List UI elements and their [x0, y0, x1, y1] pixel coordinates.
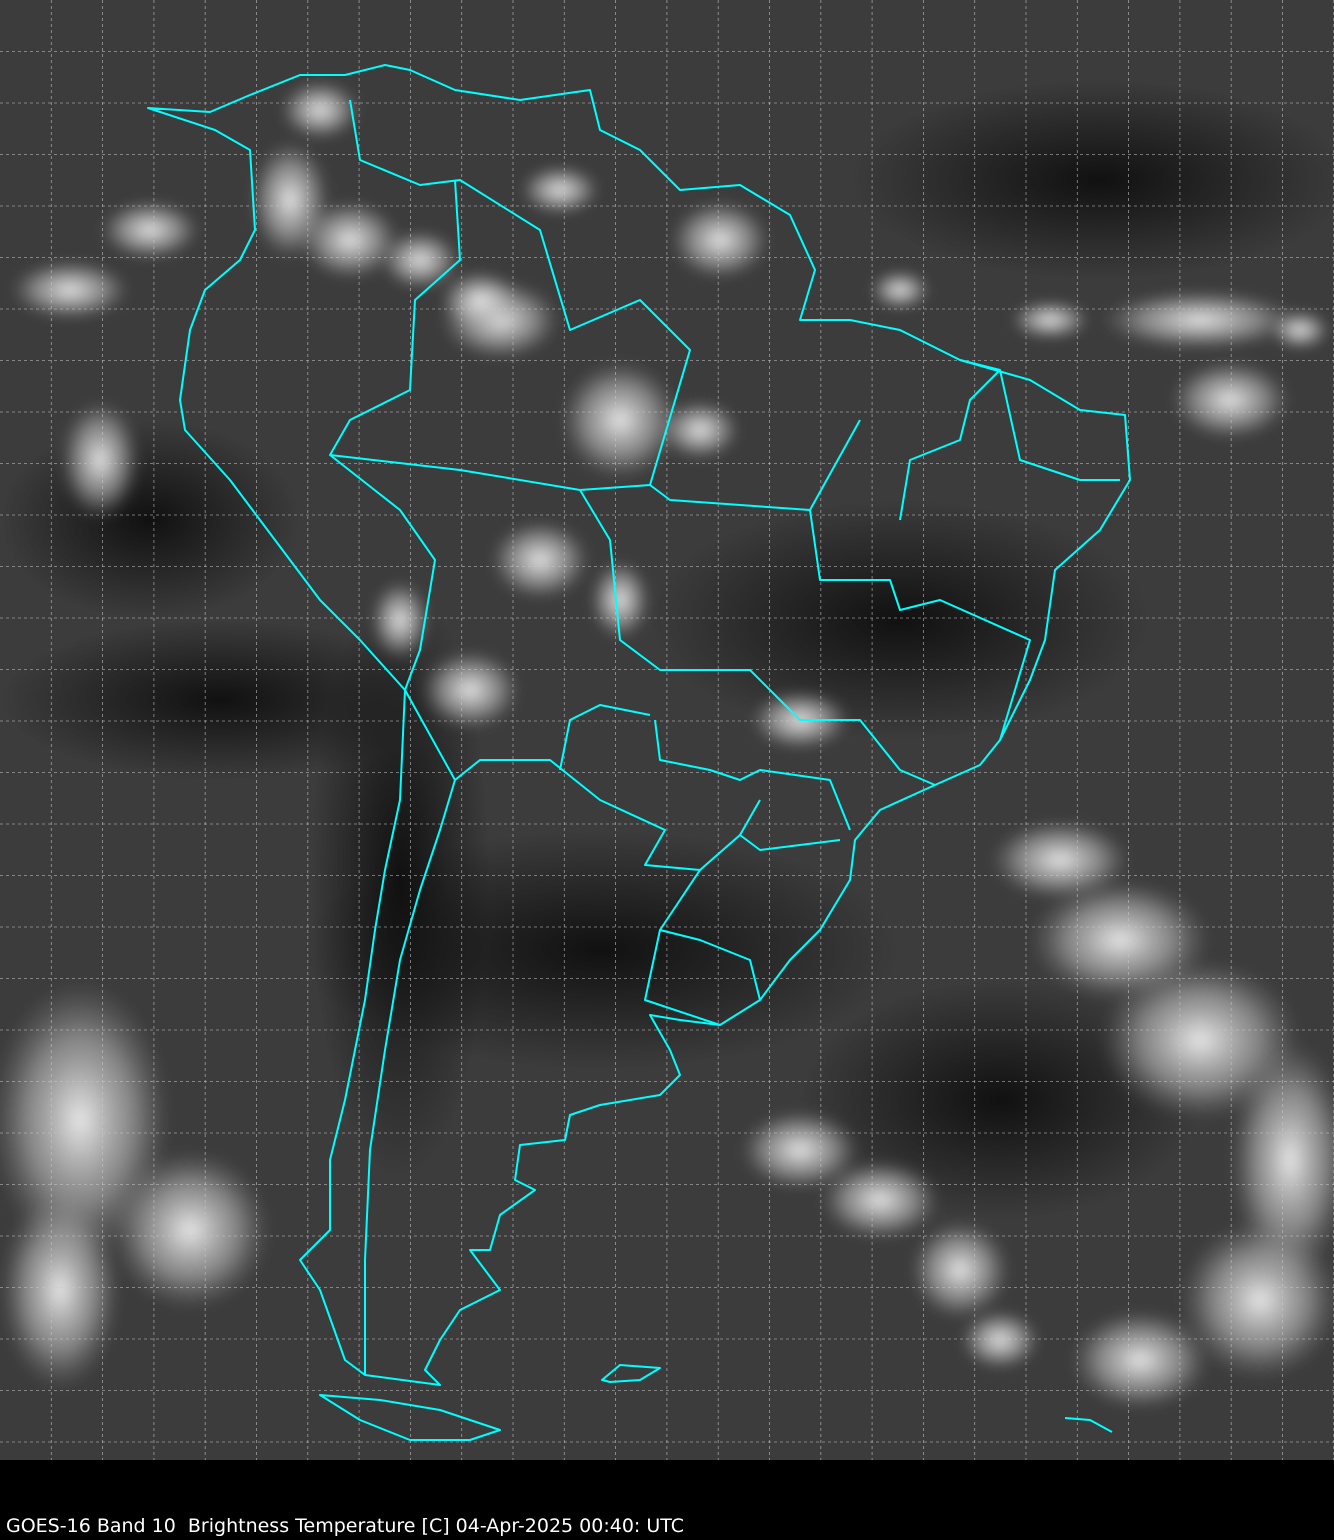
cloud — [110, 1150, 270, 1310]
cloud — [990, 820, 1130, 900]
dark-region — [650, 500, 1150, 740]
cloud — [300, 200, 400, 280]
coastline-borders — [147, 64, 1131, 1441]
falkland-islands — [601, 1364, 661, 1383]
cloud-layer — [0, 80, 1334, 1410]
cloud — [520, 165, 600, 215]
cloud — [960, 1310, 1040, 1370]
satellite-map — [0, 0, 1334, 1460]
cloud — [820, 1160, 940, 1240]
cloud — [670, 200, 770, 280]
cloud — [420, 650, 520, 730]
country-borders — [329, 99, 1120, 1375]
cloud — [380, 230, 460, 290]
cloud — [280, 80, 360, 140]
cloud — [1070, 1310, 1210, 1410]
dark-region — [850, 80, 1334, 280]
south-america-coastline — [147, 64, 1131, 1386]
cloud — [0, 1190, 120, 1390]
cloud — [1170, 360, 1290, 440]
cloud — [100, 200, 200, 260]
lat-lon-grid — [0, 0, 1334, 1460]
cloud — [1010, 300, 1090, 340]
cloud — [1270, 310, 1330, 350]
cloud — [1230, 1040, 1334, 1280]
cloud — [560, 360, 680, 480]
cloud — [590, 560, 650, 640]
cloud — [60, 400, 140, 520]
cloud — [1180, 1220, 1334, 1380]
dark-region — [300, 830, 900, 1070]
dark-region — [0, 420, 300, 620]
cloud — [1100, 290, 1300, 350]
cloud — [490, 520, 590, 600]
cloud — [740, 1110, 860, 1190]
cloud — [910, 1220, 1010, 1320]
image-caption: GOES-16 Band 10 Brightness Temperature [… — [6, 1515, 685, 1537]
cloud — [660, 400, 740, 460]
cloud — [870, 270, 930, 310]
cloud — [440, 270, 520, 330]
south-georgia — [1064, 1417, 1113, 1433]
cloud — [370, 580, 430, 660]
cloud — [10, 260, 130, 320]
tierra-del-fuego — [319, 1394, 501, 1441]
dark-region — [0, 620, 440, 780]
